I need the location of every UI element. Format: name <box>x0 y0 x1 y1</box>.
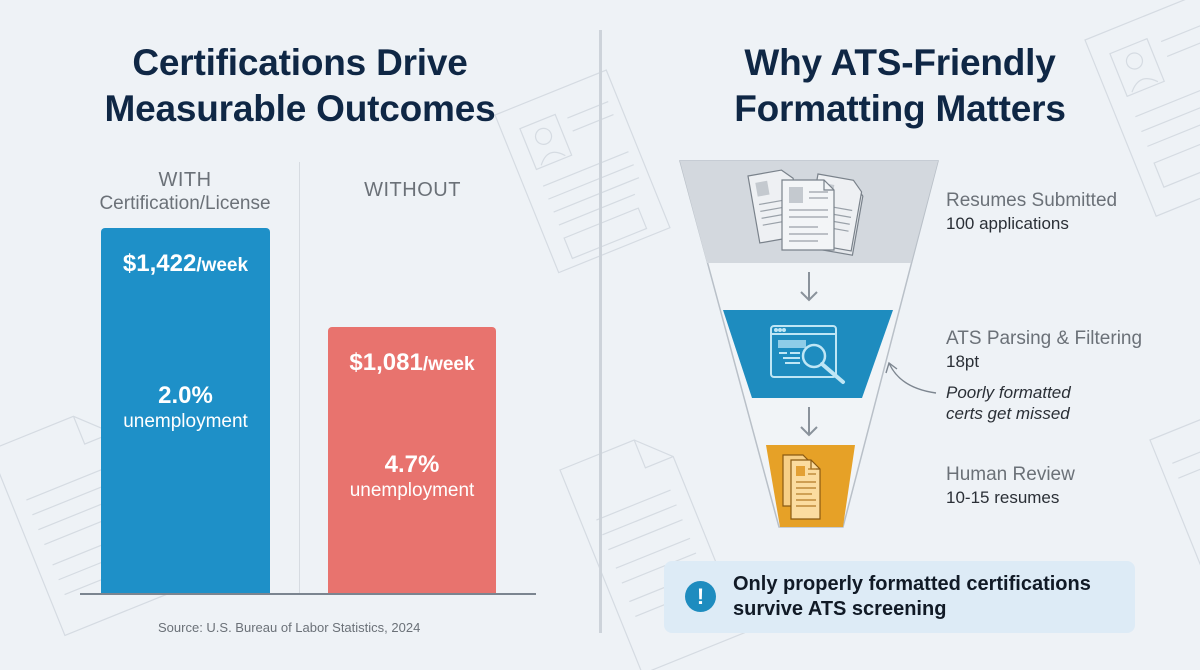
column-divider <box>299 162 300 593</box>
with-wage-amount: $1,422 <box>122 250 197 277</box>
without-wage: $1,081/week <box>328 349 496 377</box>
annotation-line-1: Poorly formatted <box>946 383 1071 402</box>
annotation-line-2: certs get missed <box>946 404 1070 423</box>
stage-value: 18pt <box>946 352 980 371</box>
stage-name: Human Review <box>946 464 1075 485</box>
right-panel-title: Why ATS-Friendly Formatting Matters <box>600 40 1200 132</box>
without-wage-amount: $1,081 <box>349 349 423 376</box>
stage-value: 10-15 resumes <box>946 488 1060 507</box>
panel-divider <box>599 30 602 633</box>
left-panel-title: Certifications Drive Measurable Outcomes <box>0 40 600 132</box>
without-unemployment-label: unemployment <box>349 480 475 501</box>
stage-name: Resumes Submitted <box>946 190 1118 211</box>
without-unemployment-rate: 4.7% <box>384 451 440 478</box>
with-wage-unit: /week <box>196 255 249 276</box>
curved-arrow-icon <box>885 361 937 394</box>
without-column-label: WITHOUT <box>300 178 525 202</box>
funnel-stage-ats <box>723 310 893 398</box>
title-line-2: Measurable Outcomes <box>104 88 496 129</box>
without-unemployment: 4.7% unemployment <box>328 451 496 503</box>
with-unemployment: 2.0% unemployment <box>101 382 270 434</box>
browser-search-icon <box>770 325 845 384</box>
without-label: WITHOUT <box>364 179 461 201</box>
key-takeaway-callout: ! Only properly formatted certifications… <box>664 561 1135 633</box>
stage-label-resumes-submitted: Resumes Submitted 100 applications <box>946 189 1117 235</box>
with-column-label: WITH Certification/License <box>70 168 300 216</box>
title-line-1: Why ATS-Friendly <box>744 42 1056 83</box>
title-line-1: Certifications Drive <box>132 42 468 83</box>
down-arrow-icon <box>800 272 818 302</box>
certification-license-label: Certification/License <box>99 193 271 214</box>
without-certification-bar: $1,081/week 4.7% unemployment <box>328 327 496 593</box>
with-certification-bar: $1,422/week 2.0% unemployment <box>101 228 270 593</box>
chart-baseline <box>80 593 536 595</box>
stage-value: 100 applications <box>946 214 1069 233</box>
stage-name: ATS Parsing & Filtering <box>946 328 1143 349</box>
source-citation: Source: U.S. Bureau of Labor Statistics,… <box>158 620 421 635</box>
without-wage-unit: /week <box>422 354 475 375</box>
stage-label-human-review: Human Review 10-15 resumes <box>946 463 1075 509</box>
resume-documents-icon <box>782 454 821 520</box>
stage-label-ats-parsing: ATS Parsing & Filtering 18pt <box>946 327 1142 373</box>
callout-line-2: survive ATS screening <box>733 598 947 620</box>
with-label: WITH <box>158 169 212 191</box>
with-wage: $1,422/week <box>101 250 270 278</box>
callout-line-1: Only properly formatted certifications <box>733 573 1091 595</box>
with-unemployment-label: unemployment <box>123 411 248 432</box>
exclamation-icon: ! <box>685 581 716 612</box>
callout-text: Only properly formatted certifications s… <box>733 572 1133 622</box>
down-arrow-icon <box>800 407 818 437</box>
with-unemployment-rate: 2.0% <box>158 382 213 409</box>
title-line-2: Formatting Matters <box>734 88 1066 129</box>
annotation-poorly-formatted: Poorly formatted certs get missed <box>946 382 1071 424</box>
documents-stack-icon <box>747 169 864 256</box>
